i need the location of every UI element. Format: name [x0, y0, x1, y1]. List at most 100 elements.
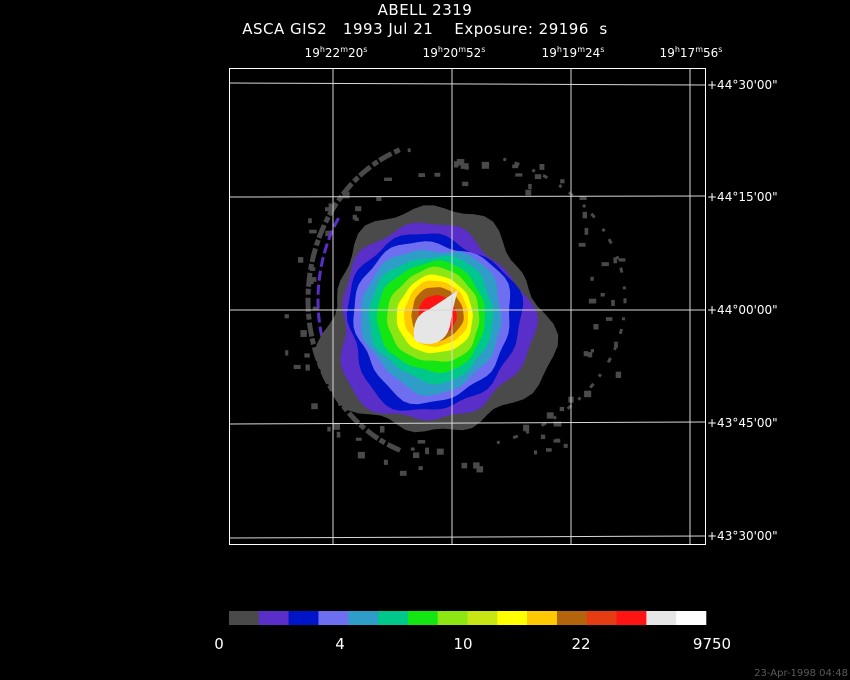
emission-patch: [525, 189, 532, 196]
colorbar-segment: [497, 611, 528, 625]
emission-patch: [336, 431, 341, 438]
emission-patch: [383, 459, 388, 465]
emission-patch: [615, 371, 622, 378]
ra-s-value: 56: [702, 46, 719, 60]
emission-patch: [476, 466, 484, 473]
emission-patch: [534, 174, 542, 180]
emission-patch: [605, 317, 613, 321]
emission-patch: [481, 161, 490, 169]
emission-patch: [559, 406, 565, 412]
ra-m-value: 22: [324, 46, 341, 60]
emission-patch: [436, 448, 444, 455]
emission-patch: [309, 229, 317, 234]
emission-patch: [563, 443, 568, 448]
emission-patch: [376, 197, 382, 202]
emission-patch: [384, 177, 392, 181]
emission-patch: [325, 207, 332, 212]
emission-patch: [418, 466, 423, 470]
colorbar-segment: [258, 611, 289, 625]
emission-patch: [546, 448, 552, 452]
title-instrument: ASCA GIS2 1993 Jul 21 Exposure: 29196 s: [242, 20, 608, 38]
emission-patch: [534, 450, 538, 455]
dec-tick-label: +44°15'00": [707, 190, 778, 204]
dec-tick-label: +43°30'00": [707, 529, 778, 543]
colorbar: [229, 611, 707, 625]
dec-grid-line: [228, 82, 707, 86]
emission-patch: [413, 452, 420, 459]
emission-patch: [546, 412, 554, 419]
detector-rim-arc-inner: [316, 214, 342, 377]
emission-patch: [357, 451, 365, 459]
emission-patch: [410, 447, 415, 451]
emission-patch: [352, 214, 357, 220]
colorbar-segment: [527, 611, 558, 625]
emission-patch: [399, 470, 407, 476]
emission-patch: [407, 148, 411, 153]
colorbar-segment: [467, 611, 498, 625]
emission-patch: [380, 426, 385, 433]
emission-patch: [456, 159, 465, 166]
emission-patch: [425, 447, 429, 455]
emission-patch: [342, 191, 350, 199]
coordinate-grid: [228, 68, 707, 545]
dec-tick-label: +43°45'00": [707, 416, 778, 430]
emission-patch: [461, 462, 468, 469]
emission-patch: [590, 349, 594, 353]
colorbar-label: 22: [571, 635, 591, 653]
emission-patch: [454, 161, 459, 168]
ra-s-value: 24: [584, 46, 601, 60]
colorbar-label: 9750: [692, 635, 732, 653]
emission-patch: [618, 258, 626, 262]
emission-patch: [325, 230, 331, 237]
xray-emission-image: [284, 147, 627, 476]
emission-patch: [540, 434, 546, 440]
emission-patch: [528, 183, 532, 190]
ra-tick-label: 19h20m52s: [422, 45, 486, 60]
ra-tick-label: 19h17m56s: [659, 45, 723, 60]
colorbar-segment: [437, 611, 468, 625]
emission-patch: [304, 353, 310, 358]
emission-patch: [300, 330, 307, 337]
dec-tick-label: +44°00'00": [707, 303, 778, 317]
emission-patch: [462, 181, 469, 187]
ra-h-value: 19: [304, 46, 320, 60]
image-frame: [229, 68, 706, 545]
dec-grid-line: [228, 535, 707, 539]
ra-h-value: 19: [422, 46, 438, 60]
ra-m-value: 20: [442, 46, 459, 60]
emission-patch: [308, 218, 312, 224]
emission-patch: [523, 424, 530, 432]
emission-patch: [614, 341, 618, 348]
emission-patch: [611, 299, 615, 306]
emission-patch: [515, 173, 523, 177]
emission-patch: [582, 211, 587, 219]
emission-patch: [560, 179, 565, 184]
emission-patch: [588, 298, 597, 304]
emission-patch: [590, 276, 594, 281]
dec-tick-label: +44°30'00": [707, 78, 778, 92]
colorbar-segment: [348, 611, 379, 625]
detector-rim-arc: [305, 147, 402, 453]
dec-grid-line: [228, 195, 707, 198]
ra-m-value: 19: [561, 46, 578, 60]
ra-s-value: 20: [347, 46, 364, 60]
emission-patch: [593, 324, 599, 330]
emission-patch: [311, 403, 318, 410]
emission-patch: [600, 293, 605, 297]
emission-patch: [293, 364, 301, 369]
colorbar-segment: [616, 611, 647, 625]
emission-patch: [601, 262, 609, 267]
emission-patch: [305, 364, 310, 371]
emission-patch: [417, 440, 426, 444]
emission-patch: [584, 227, 589, 235]
emission-patch: [434, 172, 441, 177]
emission-patch: [613, 257, 617, 264]
title-object: ABELL 2319: [377, 1, 473, 19]
emission-patch: [327, 426, 331, 432]
emission-patch: [285, 350, 289, 356]
colorbar-segment: [676, 611, 707, 625]
emission-patch: [332, 422, 340, 430]
emission-patch: [553, 421, 562, 427]
emission-patch: [460, 163, 469, 169]
